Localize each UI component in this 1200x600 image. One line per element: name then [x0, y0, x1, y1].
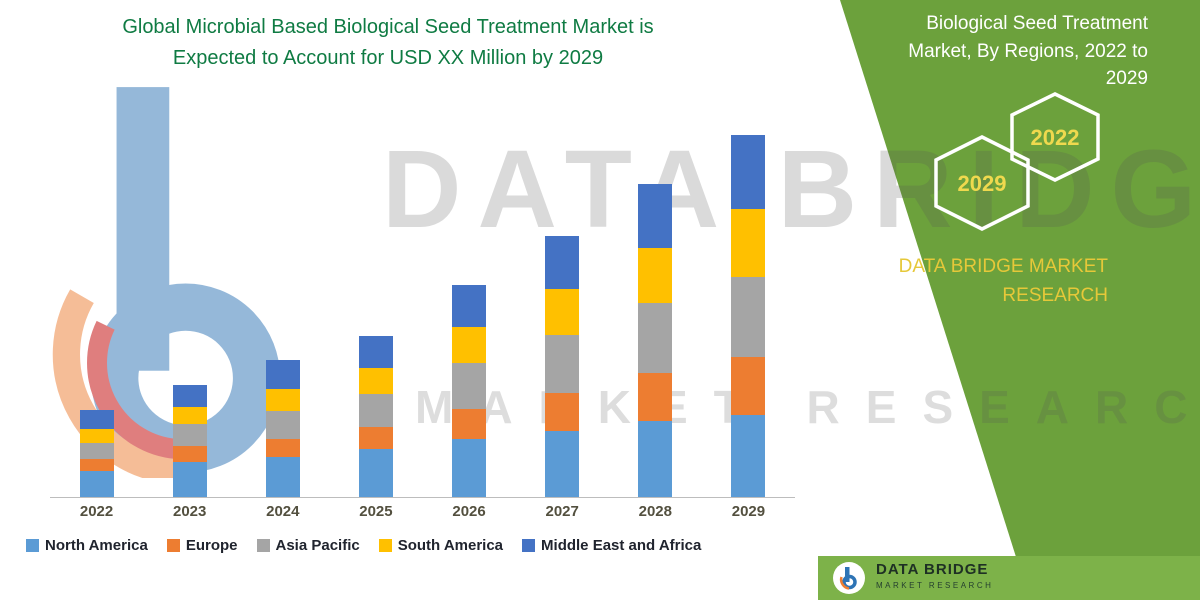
hexagon-year-2022: 2022 [1030, 125, 1080, 150]
bar-segment [731, 415, 766, 497]
bar-2025 [358, 336, 393, 497]
bar-2028 [638, 184, 673, 497]
bar-segment [172, 385, 207, 407]
bar-segment [358, 394, 393, 427]
panel-brand-line1: DATA BRIDGE MARKET [898, 256, 1108, 277]
x-axis-label: 2026 [452, 503, 486, 520]
legend-label: Asia Pacific [275, 537, 360, 554]
legend-item: Middle East and Africa [522, 537, 701, 554]
footer-brand-sub: MARKET RESEARCH [876, 581, 994, 590]
bar-segment [731, 209, 766, 277]
bar-segment [545, 289, 580, 335]
bar-segment [545, 236, 580, 289]
bar-segment [545, 431, 580, 497]
legend-swatch-icon [256, 539, 270, 552]
x-axis-label: 2025 [359, 503, 393, 520]
bar-segment [265, 439, 300, 457]
legend-swatch-icon [166, 539, 180, 552]
legend-label: North America [45, 537, 148, 554]
page-title: Global Microbial Based Biological Seed T… [28, 12, 748, 74]
legend-swatch-icon [26, 539, 39, 552]
bar-segment [172, 424, 207, 446]
bar-segment [731, 357, 766, 415]
bar-segment [452, 327, 487, 363]
page-title-line1: Global Microbial Based Biological Seed T… [122, 16, 654, 38]
chart-legend: North America Europe Asia Pacific South Ame… [26, 537, 701, 554]
bar-segment [79, 429, 114, 443]
bar-2024 [265, 360, 300, 497]
stacked-bar-chart [50, 130, 795, 498]
bar-segment [79, 410, 114, 429]
legend-label: Middle East and Africa [541, 537, 702, 554]
footer-brand-strip: DATA BRIDGE MARKET RESEARCH [818, 556, 1200, 600]
page-title-line2: Expected to Account for USD XX Million b… [172, 47, 604, 69]
bar-segment [79, 471, 114, 497]
bar-segment [265, 411, 300, 439]
legend-item: North America [26, 537, 148, 554]
legend-label: Europe [185, 537, 238, 554]
bar-segment [265, 360, 300, 389]
x-axis-label: 2022 [79, 503, 114, 520]
legend-item: Asia Pacific [256, 537, 360, 554]
hexagons-decoration-icon [934, 92, 1100, 231]
x-axis-label: 2027 [545, 503, 579, 520]
bar-segment [358, 368, 393, 394]
bar-2029 [731, 135, 766, 497]
bar-segment [731, 277, 766, 357]
bar-segment [172, 446, 207, 462]
x-axis-label: 2028 [638, 503, 672, 520]
legend-label: South America [397, 537, 504, 554]
bar-segment [452, 409, 487, 439]
watermark-text-data-bridge: DATA BRIDGE [382, 128, 1200, 251]
side-panel-heading: Biological Seed Treatment Market, By Reg… [838, 10, 1148, 93]
footer-brand-text: DATA BRIDGE MARKET RESEARCH [876, 561, 993, 590]
x-axis-labels: 2022 2023 2024 2025 2026 2027 2028 2029 [50, 503, 795, 520]
bar-segment [638, 373, 673, 421]
hexagon-year-2029: 2029 [957, 171, 1007, 196]
bar-segment [265, 457, 300, 497]
side-panel-heading-line1: Biological Seed Treatment [926, 13, 1148, 34]
bar-segment [265, 389, 300, 411]
bar-segment [79, 459, 114, 471]
bar-2023 [172, 385, 207, 497]
side-panel-heading-line3: 2029 [1105, 68, 1148, 90]
bar-segment [638, 248, 673, 303]
bar-segment [358, 336, 393, 368]
panel-brand-line2: RESEARCH [1002, 285, 1108, 307]
legend-swatch-icon [522, 539, 536, 552]
bar-segment [638, 184, 673, 248]
bar-segment [172, 462, 207, 497]
bar-segment [358, 427, 393, 449]
legend-item: South America [378, 537, 504, 554]
bar-segment [452, 439, 487, 497]
bar-segment [545, 335, 580, 393]
bar-segment [638, 421, 673, 497]
footer-brand-logo-icon [833, 562, 865, 594]
bar-2027 [545, 236, 580, 497]
x-axis-label: 2023 [173, 503, 207, 520]
bar-segment [638, 303, 673, 373]
bar-2026 [452, 285, 487, 497]
bar-segment [545, 393, 580, 431]
panel-brand-text: DATA BRIDGE MARKET RESEARCH [899, 252, 1108, 311]
side-panel-heading-line2: Market, By Regions, 2022 to [908, 40, 1148, 62]
bar-2022 [79, 410, 114, 497]
x-axis-label: 2029 [731, 503, 766, 520]
x-axis-label: 2024 [266, 503, 300, 520]
bar-segment [731, 135, 766, 209]
bar-segment [79, 443, 114, 459]
bar-segment [358, 449, 393, 497]
legend-swatch-icon [378, 539, 392, 552]
bar-segment [172, 407, 207, 424]
bar-segment [452, 363, 487, 409]
footer-brand-name: DATA BRIDGE [876, 561, 989, 578]
legend-item: Europe [166, 537, 238, 554]
bar-segment [452, 285, 487, 327]
